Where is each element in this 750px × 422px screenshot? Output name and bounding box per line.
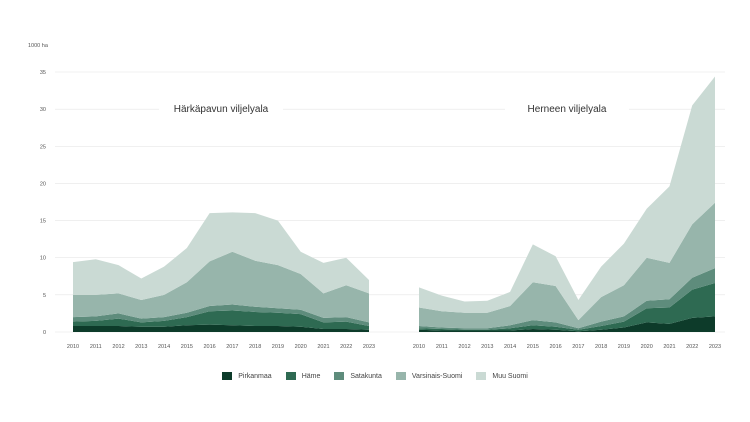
legend: Pirkanmaa Häme Satakunta Varsinais-Suomi Muu… [0,372,750,380]
panel-title: Herneen viljelyala [528,104,607,115]
panel-herne: Herneen viljelyala 2010 2011 2012 2013 2014 20… [413,76,721,350]
area-varsinais-suomi [419,202,715,329]
legend-swatch [222,372,233,380]
legend-item: Muu Suomi [476,372,528,380]
legend-label: Pirkanmaa [238,372,272,380]
legend-item: Satakunta [334,372,382,380]
x-tick-label: 2017 [226,344,238,350]
x-tick-label: 2011 [436,344,448,350]
x-tick-label: 2019 [618,344,630,350]
legend-swatch [285,372,296,380]
area-häme [73,310,369,330]
panel-title: Härkäpavun viljelyala [174,104,269,115]
x-tick-label: 2011 [90,344,102,350]
legend-label: Muu Suomi [492,372,528,380]
legend-item: Varsinais-Suomi [395,372,463,380]
y-tick-label: 15 [40,219,46,225]
panel-harkapapu: Härkäpavun viljelyala 2010 2011 2012 2013 201… [67,102,375,350]
x-tick-label: 2016 [203,344,215,350]
x-tick-label: 2015 [527,344,539,350]
panel-title-bg [505,102,629,116]
panel-title-bg [159,102,283,116]
x-tick-label: 2015 [181,344,193,350]
legend-item: Pirkanmaa [222,372,272,380]
x-tick-label: 2020 [295,344,307,350]
y-axis: 0 5 10 15 20 25 30 35 [40,70,46,336]
x-tick-label: 2014 [504,344,516,350]
x-tick-label: 2020 [641,344,653,350]
x-tick-label: 2023 [363,344,375,350]
y-tick-label: 30 [40,107,46,113]
y-tick-label: 10 [40,256,46,262]
x-tick-label: 2022 [340,344,352,350]
area-muu-suomi [419,76,715,321]
y-tick-label: 35 [40,70,46,76]
x-tick-label: 2023 [709,344,721,350]
x-tick-label: 2014 [158,344,170,350]
area-häme [419,282,715,332]
legend-label: Satakunta [350,372,382,380]
x-tick-label: 2013 [135,344,147,350]
x-tick-label: 2017 [572,344,584,350]
legend-swatch [476,372,487,380]
x-tick-label: 2013 [481,344,493,350]
x-tick-label: 2019 [272,344,284,350]
x-tick-label: 2021 [663,344,675,350]
y-unit-label: 1000 ha [28,43,49,49]
legend-swatch [334,372,345,380]
legend-label: Häme [301,372,321,380]
x-tick-label: 2018 [595,344,607,350]
area-varsinais-suomi [73,251,369,323]
y-tick-label: 0 [43,330,46,336]
legend-item: Häme [285,372,321,380]
y-tick-label: 20 [40,181,46,187]
x-tick-label: 2021 [317,344,329,350]
area-satakunta [73,304,369,327]
area-pirkanmaa [419,316,715,332]
area-muu-suomi [73,212,369,301]
legend-swatch [395,372,406,380]
y-tick-label: 25 [40,144,46,150]
x-tick-label: 2012 [458,344,470,350]
x-tick-label: 2016 [549,344,561,350]
x-tick-label: 2012 [112,344,124,350]
x-tick-label: 2010 [67,344,79,350]
area-pirkanmaa [73,324,369,332]
y-tick-label: 5 [43,293,46,299]
x-tick-label: 2022 [686,344,698,350]
legend-label: Varsinais-Suomi [411,372,463,380]
x-tick-label: 2018 [249,344,261,350]
x-tick-label: 2010 [413,344,425,350]
